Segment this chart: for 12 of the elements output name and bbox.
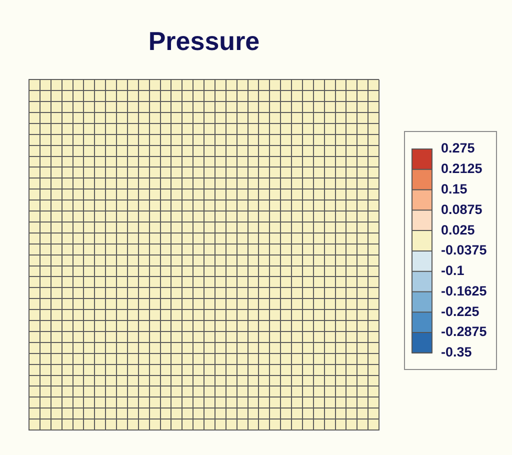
chart-title: Pressure	[148, 26, 260, 56]
color-bar-label: -0.2875	[441, 324, 488, 340]
color-bar-label: 0.15	[441, 182, 468, 196]
color-bar-label: -0.225	[441, 304, 480, 319]
color-bar-label: -0.35	[441, 344, 472, 360]
color-bar-label: -0.1625	[441, 283, 488, 298]
color-bar-label: 0.275	[441, 140, 476, 156]
color-bar-label: 0.0875	[441, 202, 483, 217]
color-bar-label: 0.2125	[441, 161, 483, 176]
color-bar-label: 0.025	[441, 222, 476, 238]
color-bar-label: -0.1	[441, 263, 465, 278]
color-bar-label: -0.0375	[441, 242, 488, 258]
